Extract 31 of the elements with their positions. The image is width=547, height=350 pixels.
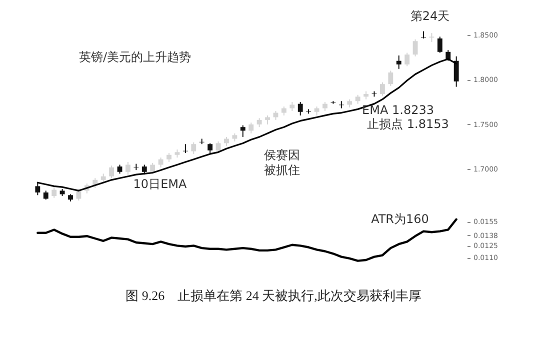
annotation: 第24天 — [410, 9, 450, 23]
candlestick — [248, 122, 254, 134]
candlestick — [388, 70, 394, 86]
candlestick — [126, 162, 130, 176]
candlestick — [437, 36, 442, 54]
candlestick — [182, 144, 188, 154]
annotation: 止损点 1.8153 — [367, 117, 449, 131]
candlestick — [404, 52, 410, 67]
candlestick — [421, 30, 426, 39]
candlestick — [52, 186, 57, 198]
annotation: ATR为160 — [371, 212, 429, 226]
candlestick — [191, 142, 196, 154]
candlestick — [35, 182, 40, 196]
candlestick — [338, 100, 344, 109]
caption: 图 9.26 止损单在第 24 天被执行,此次交易获利丰厚 — [124, 287, 422, 305]
candlestick — [109, 165, 114, 179]
annotation: 侯赛因被抓住 — [264, 148, 300, 177]
candlestick — [454, 56, 459, 88]
candlestick — [208, 142, 213, 154]
candlestick — [240, 124, 246, 138]
annotation: 10日EMA — [133, 177, 188, 191]
candlestick — [158, 157, 164, 168]
annotation: EMA 1.8233 — [362, 103, 434, 117]
text: 英镑/美元的上升趋势 — [78, 50, 192, 64]
candlestick — [330, 100, 336, 104]
candlestick — [396, 54, 402, 70]
candlestick — [216, 140, 221, 153]
candlestick — [298, 102, 303, 116]
candlestick — [199, 138, 204, 145]
candlestick — [412, 38, 418, 57]
candlestick — [380, 82, 385, 96]
